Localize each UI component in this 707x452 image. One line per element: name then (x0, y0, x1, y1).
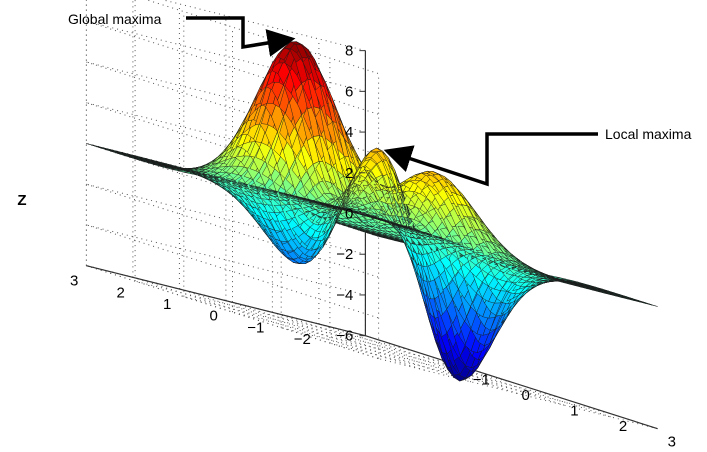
grid-line (183, 296, 463, 368)
z-tick-label: −2 (336, 246, 353, 263)
y-tick-label: −2 (294, 331, 311, 348)
y-axis-line (86, 265, 366, 337)
grid-line (225, 300, 519, 395)
x-tick-label: −1 (473, 372, 490, 389)
grid-line (86, 183, 379, 278)
grid-line (86, 265, 379, 360)
y-tick-label: 3 (70, 273, 78, 290)
z-tick-label: −4 (336, 287, 353, 304)
peaks-surface (86, 41, 658, 382)
x-tick-label: 0 (522, 387, 530, 404)
local-maxima-label: Local maxima (605, 126, 692, 142)
x-tick-label: 3 (668, 434, 676, 451)
grid-line (132, 276, 426, 371)
z-tick-label: 0 (345, 206, 353, 223)
y-tick-label: 2 (117, 284, 125, 301)
grid-line (281, 327, 561, 399)
tick-labels: 8 6 4 2 0 −2 −4 −6 3 2 1 0 −1 −2 −1 0 1 2 3 (70, 43, 676, 451)
y-tick-label: 0 (210, 308, 218, 325)
grid-line (378, 358, 658, 430)
surface-patch (645, 302, 658, 307)
annotations: Global maxima Local maxima (68, 11, 692, 187)
z-axis-label: Z (17, 192, 26, 209)
y-tick-label: −1 (247, 319, 264, 336)
grid-line (86, 20, 379, 115)
x-axis-line (365, 335, 658, 430)
x-tick-label: 1 (570, 403, 578, 420)
local-maxima-arrow (383, 132, 598, 187)
grid-line (318, 323, 612, 418)
grid-line (145, 0, 379, 75)
axis-box (86, 50, 658, 430)
z-tick-label: −6 (336, 328, 353, 345)
global-maxima-arrow (186, 16, 296, 57)
z-tick-label: 4 (345, 124, 353, 141)
x-tick-label: 2 (619, 418, 627, 435)
global-maxima-label: Global maxima (68, 11, 162, 27)
z-tick-label: 2 (345, 165, 353, 182)
grid-line (179, 288, 472, 383)
z-tick-label: 6 (345, 83, 353, 100)
y-tick-label: 1 (163, 296, 171, 313)
z-tick-label: 8 (345, 43, 353, 60)
